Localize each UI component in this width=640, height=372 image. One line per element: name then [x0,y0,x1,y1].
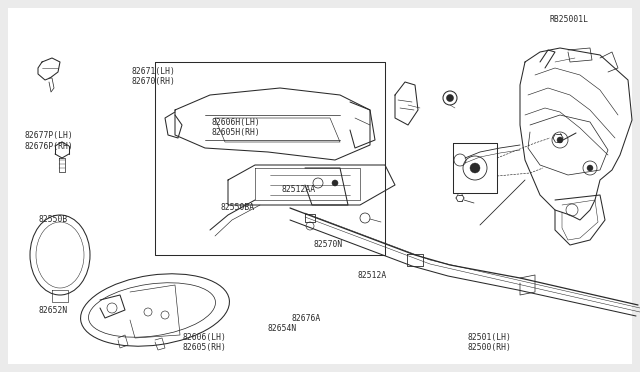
Text: 82550BA: 82550BA [221,203,255,212]
Text: 82652N: 82652N [38,306,68,315]
Text: 82605H(RH): 82605H(RH) [211,128,260,137]
Text: 82605(RH): 82605(RH) [182,343,227,352]
Circle shape [470,163,480,173]
Circle shape [587,165,593,171]
Text: 82677P(LH): 82677P(LH) [24,131,73,140]
Text: 82501(LH): 82501(LH) [467,333,511,342]
Text: 82512A: 82512A [357,271,387,280]
Circle shape [447,94,454,102]
Circle shape [557,137,563,143]
Text: 82512AA: 82512AA [282,185,316,194]
Text: RB25001L: RB25001L [549,15,588,24]
Text: 82606(LH): 82606(LH) [182,333,227,342]
Text: 82570N: 82570N [314,240,343,249]
Text: 82654N: 82654N [268,324,297,333]
Text: 82606H(LH): 82606H(LH) [211,118,260,126]
Circle shape [332,180,338,186]
Text: 82670(RH): 82670(RH) [131,77,175,86]
Text: 82676A: 82676A [291,314,321,323]
Text: 82676P(RH): 82676P(RH) [24,142,73,151]
Text: 82500(RH): 82500(RH) [467,343,511,352]
Text: 82550B: 82550B [38,215,68,224]
Text: 82671(LH): 82671(LH) [131,67,175,76]
